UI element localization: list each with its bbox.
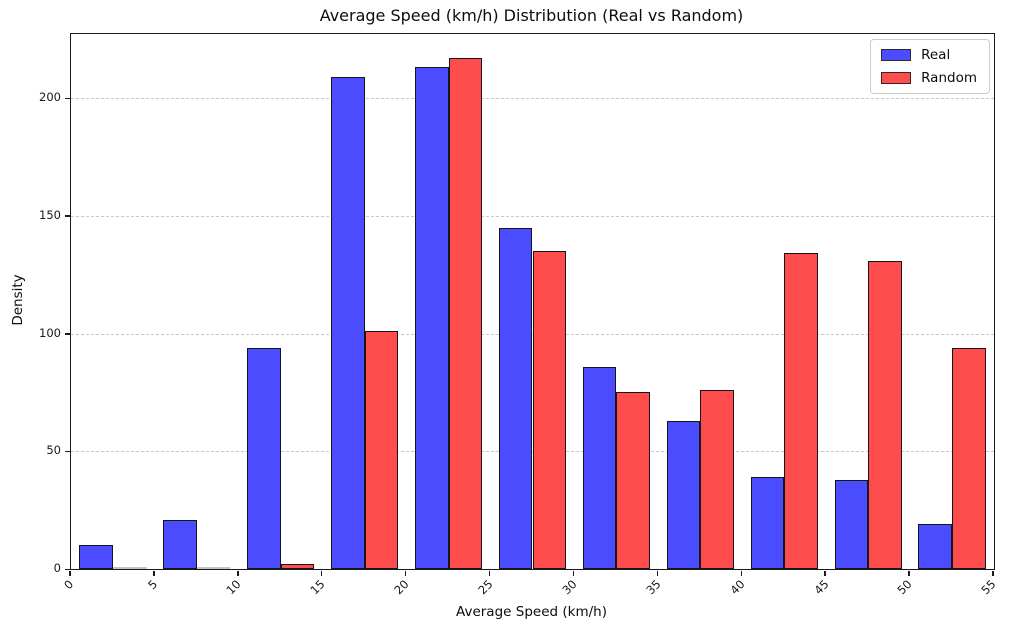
legend-item-random: Random <box>881 70 977 86</box>
x-tick-mark-50 <box>908 570 910 576</box>
gridline-y-200 <box>71 98 994 100</box>
bar-random-15-20 <box>364 331 399 569</box>
x-tick-label-text-35: 35 <box>643 576 664 598</box>
bar-zero-random-0-5 <box>112 567 147 569</box>
legend-label-real: Real <box>921 47 951 63</box>
x-tick-mark-35 <box>656 570 659 576</box>
x-tick-mark-0 <box>69 570 71 576</box>
y-tick-mark-0 <box>65 568 70 571</box>
y-tick-label-0: 0 <box>53 561 61 575</box>
x-tick-mark-45 <box>824 570 826 576</box>
bar-real-25-30 <box>498 227 533 569</box>
y-tick-mark-100 <box>65 333 70 335</box>
bar-random-35-40 <box>700 390 734 569</box>
legend: Real Random <box>870 39 990 94</box>
x-tick-label-text-0: 0 <box>60 576 76 592</box>
y-tick-mark-200 <box>65 97 70 100</box>
bar-real-40-45 <box>750 477 785 569</box>
y-tick-label-50: 50 <box>46 443 61 458</box>
x-tick-label-text-45: 45 <box>810 576 832 598</box>
bar-real-45-50 <box>834 479 869 569</box>
bar-real-15-20 <box>331 76 365 569</box>
bar-random-20-25 <box>448 58 483 569</box>
y-tick-label-150: 150 <box>39 207 61 222</box>
bar-real-30-35 <box>582 366 617 569</box>
legend-label-random: Random <box>921 70 977 86</box>
x-axis-label: Average Speed (km/h) <box>456 604 607 620</box>
x-tick-label-text-50: 50 <box>894 576 915 598</box>
bar-real-10-15 <box>247 347 281 569</box>
gridline-y-150 <box>71 215 994 217</box>
x-tick-mark-55 <box>992 570 994 576</box>
x-tick-label-text-5: 5 <box>144 576 160 592</box>
bar-real-5-10 <box>163 519 197 569</box>
bar-zero-random-5-10 <box>196 567 231 569</box>
y-tick-mark-50 <box>65 450 70 453</box>
x-tick-label-text-10: 10 <box>223 576 244 598</box>
plot-area: Real Random <box>70 33 995 570</box>
bar-random-25-30 <box>532 251 567 569</box>
x-tick-mark-5 <box>153 570 155 576</box>
x-tick-mark-25 <box>488 570 491 576</box>
x-tick-mark-20 <box>404 570 407 576</box>
x-tick-label-text-25: 25 <box>475 576 496 598</box>
x-tick-label-text-55: 55 <box>978 576 999 598</box>
x-tick-mark-10 <box>237 570 239 576</box>
legend-swatch-random <box>881 72 912 84</box>
x-tick-mark-15 <box>321 570 323 576</box>
y-tick-label-100: 100 <box>39 325 61 340</box>
bar-real-0-5 <box>79 545 113 569</box>
chart-title: Average Speed (km/h) Distribution (Real … <box>319 6 744 25</box>
bar-real-50-55 <box>918 524 953 569</box>
x-tick-mark-30 <box>572 570 575 576</box>
bar-real-35-40 <box>666 420 701 569</box>
y-tick-label-200: 200 <box>39 90 61 105</box>
x-tick-label-text-20: 20 <box>391 576 412 598</box>
bar-random-45-50 <box>868 260 902 569</box>
x-tick-label-text-40: 40 <box>726 576 748 598</box>
bar-real-20-25 <box>415 67 449 569</box>
bar-random-50-55 <box>952 347 986 569</box>
bar-random-30-35 <box>616 392 650 569</box>
bar-random-10-15 <box>280 564 315 569</box>
legend-item-real: Real <box>881 47 977 63</box>
x-tick-label-text-30: 30 <box>559 576 580 598</box>
y-tick-mark-150 <box>65 215 70 217</box>
x-tick-label-text-15: 15 <box>307 576 328 598</box>
x-tick-mark-40 <box>740 570 742 576</box>
bar-random-40-45 <box>784 253 818 569</box>
legend-swatch-real <box>881 49 912 61</box>
